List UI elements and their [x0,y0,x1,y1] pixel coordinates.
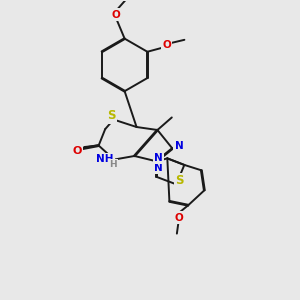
Text: S: S [107,110,116,122]
Text: N: N [154,163,162,173]
Text: NH: NH [96,154,113,164]
Text: O: O [112,10,121,20]
Text: N: N [154,153,163,163]
Text: S: S [176,174,184,187]
Text: O: O [162,40,171,50]
Text: O: O [175,213,183,223]
Text: O: O [73,146,82,156]
Text: N: N [175,141,183,151]
Text: H: H [109,160,116,169]
